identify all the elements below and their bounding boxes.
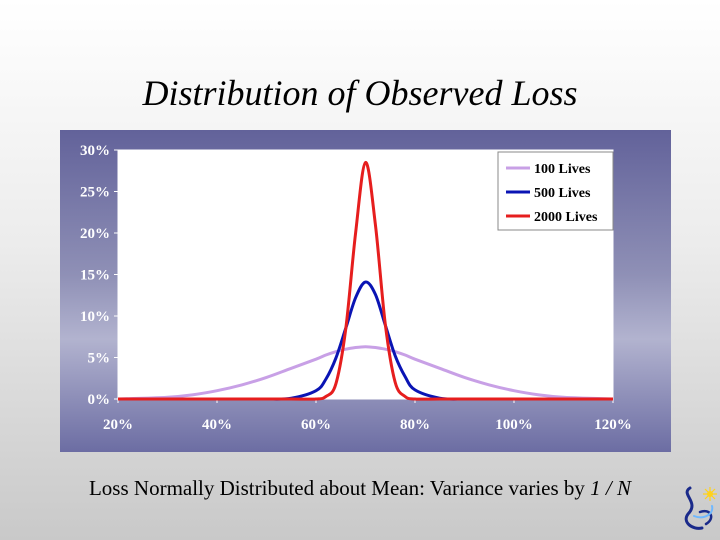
- y-tick-label: 0%: [88, 392, 111, 408]
- series-lines: [117, 160, 614, 401]
- y-tick-label: 5%: [88, 351, 111, 367]
- y-tick-label: 25%: [80, 185, 110, 201]
- x-tick-label: 20%: [103, 417, 133, 433]
- y-tick-label: 30%: [80, 143, 110, 159]
- slide-caption: Loss Normally Distributed about Mean: Va…: [0, 476, 720, 501]
- x-tick-label: 100%: [495, 417, 533, 433]
- x-tick-label: 80%: [400, 417, 430, 433]
- loss-distribution-chart: 0% 5% 10% 15% 20% 25% 30% 20% 40% 60% 80% 100% 120%…: [80, 143, 632, 433]
- caption-italic-text: 1 / N: [590, 476, 631, 500]
- caption-main-text: Loss Normally Distributed about Mean: Va…: [88, 476, 591, 500]
- legend-label: 500 Lives: [534, 186, 591, 201]
- legend-label: 100 Lives: [534, 162, 591, 177]
- x-tick-label: 40%: [202, 417, 232, 433]
- x-tick-label: 120%: [594, 417, 632, 433]
- company-logo-icon: [684, 486, 717, 530]
- chart-frame: 0% 5% 10% 15% 20% 25% 30% 20% 40% 60% 80% 100% 120%…: [60, 130, 671, 452]
- legend-label: 2000 Lives: [534, 210, 598, 225]
- series-line-0: [117, 345, 614, 401]
- y-tick-label: 20%: [80, 226, 110, 242]
- y-tick-label: 10%: [80, 309, 110, 325]
- x-tick-label: 60%: [301, 417, 331, 433]
- legend: 100 Lives 500 Lives 2000 Lives: [497, 151, 614, 231]
- series-line-2: [118, 160, 613, 401]
- y-tick-label: 15%: [80, 268, 110, 284]
- x-axis: 20% 40% 60% 80% 100% 120%: [103, 399, 632, 433]
- y-axis: 0% 5% 10% 15% 20% 25% 30%: [80, 143, 118, 408]
- slide-title: Distribution of Observed Loss: [142, 73, 578, 113]
